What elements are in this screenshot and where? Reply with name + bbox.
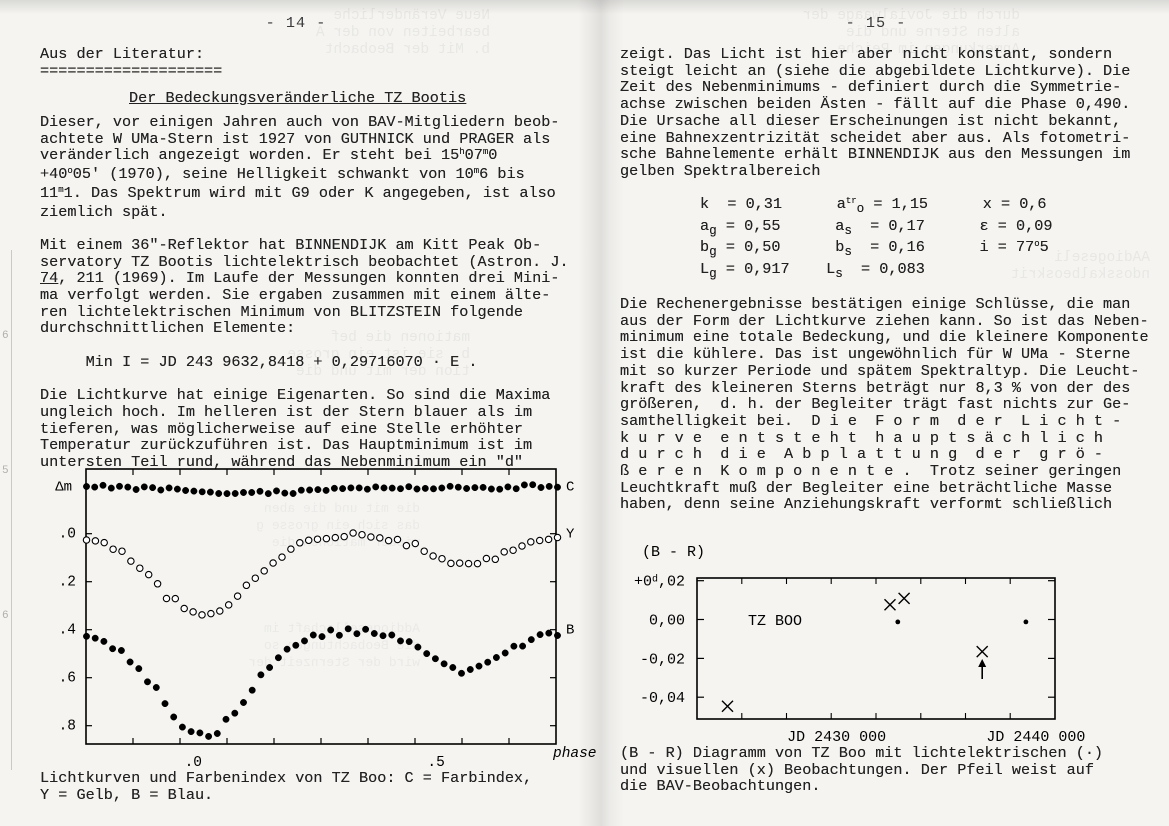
svg-text:-0,02: -0,02 — [640, 651, 685, 668]
svg-text:-0,04: -0,04 — [640, 690, 685, 707]
svg-text:0,00: 0,00 — [649, 613, 685, 630]
svg-text:(B - R): (B - R) — [642, 544, 705, 561]
svg-text:TZ BOO: TZ BOO — [748, 613, 802, 630]
svg-text:+0d,02: +0d,02 — [634, 574, 685, 591]
